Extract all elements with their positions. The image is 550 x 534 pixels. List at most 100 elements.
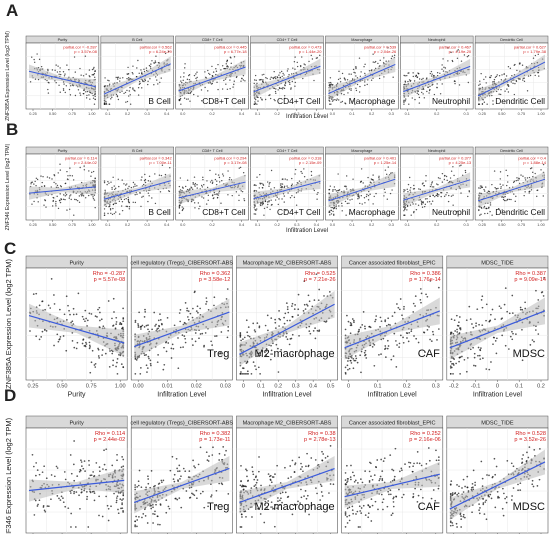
data-point — [316, 198, 318, 200]
data-point — [132, 181, 135, 184]
data-point — [90, 361, 93, 364]
data-point — [179, 97, 182, 100]
x-tick-label: 1.00 — [537, 112, 544, 116]
data-point — [140, 69, 142, 71]
data-point — [436, 83, 438, 85]
cell-type-name: Treg — [207, 348, 229, 360]
panel-strip-label: CD4+ T Cell — [277, 149, 298, 153]
data-point — [287, 192, 289, 194]
data-point — [511, 294, 514, 297]
data-point — [59, 169, 62, 171]
data-point — [511, 312, 514, 314]
x-tick-label: 0.2 — [210, 112, 215, 116]
data-point — [360, 478, 362, 480]
data-point — [286, 319, 289, 322]
data-point — [73, 479, 76, 482]
stat-pvalue: p = 1.25e-14 — [374, 160, 397, 165]
data-point — [259, 173, 261, 176]
data-point — [242, 74, 245, 77]
data-point — [228, 178, 231, 181]
data-point — [146, 522, 149, 524]
data-point — [69, 167, 71, 169]
data-point — [499, 178, 501, 180]
data-point — [514, 200, 516, 203]
data-point — [500, 187, 502, 190]
data-point — [222, 446, 225, 448]
data-point — [75, 313, 78, 316]
data-point — [441, 181, 444, 183]
data-point — [277, 497, 279, 499]
data-point — [84, 197, 87, 199]
data-point — [477, 354, 479, 357]
data-point — [35, 292, 38, 295]
data-point — [363, 351, 366, 354]
x-tick-label: 0.75 — [518, 223, 525, 227]
data-point — [208, 455, 210, 457]
data-point — [194, 466, 196, 469]
panel-strip-label: CD8+ T Cell — [202, 149, 223, 153]
data-point — [92, 94, 94, 97]
data-point — [359, 354, 362, 357]
panel-frame — [100, 42, 175, 110]
x-tick-label: 0.75 — [86, 384, 97, 390]
data-point — [381, 478, 384, 480]
data-point — [336, 98, 338, 100]
data-point — [486, 103, 488, 105]
data-point — [181, 206, 183, 208]
data-point — [226, 59, 229, 62]
data-point — [346, 464, 348, 467]
data-point — [294, 304, 296, 306]
data-point — [162, 368, 165, 371]
data-point — [227, 329, 230, 332]
data-point — [374, 61, 376, 64]
data-point — [515, 195, 517, 198]
data-point — [493, 80, 495, 83]
x-tick-label: 0.02 — [191, 384, 202, 390]
data-point — [251, 466, 254, 468]
data-point — [108, 83, 111, 85]
data-point — [318, 330, 320, 333]
data-point — [191, 188, 194, 191]
data-point — [521, 308, 524, 311]
data-point — [203, 344, 205, 347]
data-point — [152, 522, 154, 524]
data-point — [196, 305, 199, 308]
data-point — [59, 91, 61, 93]
data-point — [421, 203, 423, 206]
data-point — [84, 309, 87, 312]
data-point — [445, 175, 448, 178]
data-point — [155, 55, 157, 57]
data-point — [187, 310, 190, 313]
data-point — [217, 63, 219, 66]
data-point — [375, 192, 377, 195]
data-point — [75, 491, 78, 493]
data-point — [165, 499, 168, 502]
data-point — [36, 469, 39, 471]
data-point — [149, 486, 152, 489]
data-point — [202, 490, 204, 493]
data-point — [56, 467, 59, 469]
data-point — [273, 87, 276, 90]
data-point — [390, 172, 392, 174]
data-point — [439, 93, 442, 95]
data-point — [398, 488, 400, 491]
data-point — [174, 497, 177, 500]
data-point — [418, 78, 421, 80]
data-point — [126, 205, 129, 208]
data-point — [167, 505, 170, 508]
data-point — [216, 81, 218, 84]
data-point — [178, 464, 181, 467]
data-point — [290, 88, 292, 90]
data-point — [286, 338, 289, 341]
data-point — [352, 357, 355, 360]
data-point — [199, 307, 201, 310]
data-point — [226, 65, 228, 68]
data-point — [442, 70, 445, 72]
data-point — [132, 88, 134, 90]
data-point — [216, 193, 218, 195]
x-tick-label: 0.1 — [105, 112, 110, 116]
data-point — [142, 195, 144, 198]
data-point — [425, 293, 427, 296]
data-point — [481, 306, 484, 309]
